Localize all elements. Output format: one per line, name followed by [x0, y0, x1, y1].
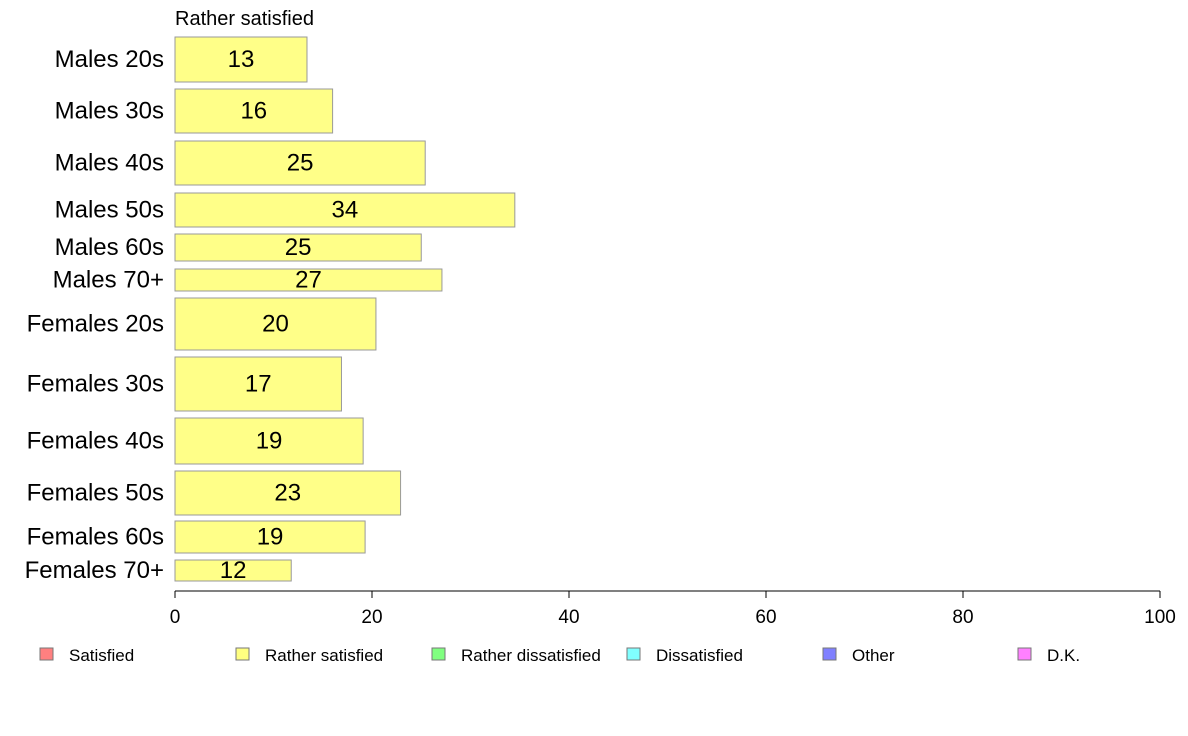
- x-tick-label: 20: [361, 607, 382, 628]
- x-tick-label: 60: [755, 607, 776, 628]
- bar-5: [174, 268, 443, 292]
- category-label: Males 20s: [55, 46, 164, 73]
- bars-group: Males 20s 13 Males 30s 16 Males 40s 25 Males 5…: [25, 36, 516, 584]
- legend-item: Satisfied: [39, 646, 134, 665]
- value-label: 17: [245, 371, 272, 398]
- bar-2: [174, 140, 426, 186]
- legend-label: Satisfied: [69, 646, 134, 665]
- legend-swatch: [235, 647, 250, 661]
- legend-item: Rather satisfied: [235, 646, 383, 665]
- value-label: 23: [274, 480, 301, 507]
- bar-1: [174, 88, 334, 134]
- value-label: 25: [285, 234, 312, 261]
- legend-swatch: [431, 647, 446, 661]
- legend-label: Rather satisfied: [265, 646, 383, 665]
- category-label: Females 30s: [27, 371, 164, 398]
- chart-title: Rather satisfied: [175, 8, 314, 30]
- bar-4: [174, 233, 422, 262]
- value-label: 20: [262, 311, 289, 338]
- legend-swatch: [39, 647, 54, 661]
- legend-item: Dissatisfied: [626, 646, 743, 665]
- category-label: Males 70+: [53, 267, 164, 294]
- value-label: 19: [256, 428, 283, 455]
- legend-item: Other: [822, 646, 895, 665]
- bar-7: [174, 356, 342, 412]
- category-label: Males 40s: [55, 150, 164, 177]
- category-label: Males 30s: [55, 98, 164, 125]
- value-label: 13: [228, 46, 255, 73]
- bar-11: [174, 559, 292, 582]
- legend-label: Dissatisfied: [656, 646, 743, 665]
- x-tick-label: 0: [170, 607, 181, 628]
- value-label: 16: [240, 98, 267, 125]
- legend-swatch: [822, 647, 837, 661]
- legend-label: D.K.: [1047, 646, 1080, 665]
- category-label: Females 70+: [25, 557, 164, 584]
- legend-label: Rather dissatisfied: [461, 646, 601, 665]
- x-tick-label: 40: [558, 607, 579, 628]
- bar-0: [174, 36, 308, 83]
- bar-3: [174, 192, 516, 228]
- bar-9: [174, 470, 402, 516]
- category-label: Females 60s: [27, 524, 164, 551]
- value-label: 34: [332, 197, 359, 224]
- legend-item: D.K.: [1017, 646, 1080, 665]
- value-label: 27: [295, 267, 322, 294]
- legend-label: Other: [852, 646, 895, 665]
- category-label: Females 40s: [27, 428, 164, 455]
- x-tick-label: 100: [1144, 607, 1176, 628]
- category-label: Males 50s: [55, 197, 164, 224]
- value-label: 12: [220, 557, 247, 584]
- legend-swatch: [1017, 647, 1032, 661]
- category-label: Males 60s: [55, 234, 164, 261]
- bar-6: [174, 297, 377, 351]
- legend-swatch: [626, 647, 641, 661]
- category-label: Females 50s: [27, 480, 164, 507]
- bar-10: [174, 520, 366, 554]
- value-label: 19: [257, 524, 284, 551]
- legend-item: Rather dissatisfied: [431, 646, 601, 665]
- value-label: 25: [287, 150, 314, 177]
- x-tick-label: 80: [952, 607, 973, 628]
- bar-8: [174, 417, 364, 465]
- x-axis: 0 20 40 60 80 100: [170, 590, 1176, 628]
- legend: Satisfied Rather satisfied Rather dissatis…: [39, 646, 1080, 665]
- category-label: Females 20s: [27, 311, 164, 338]
